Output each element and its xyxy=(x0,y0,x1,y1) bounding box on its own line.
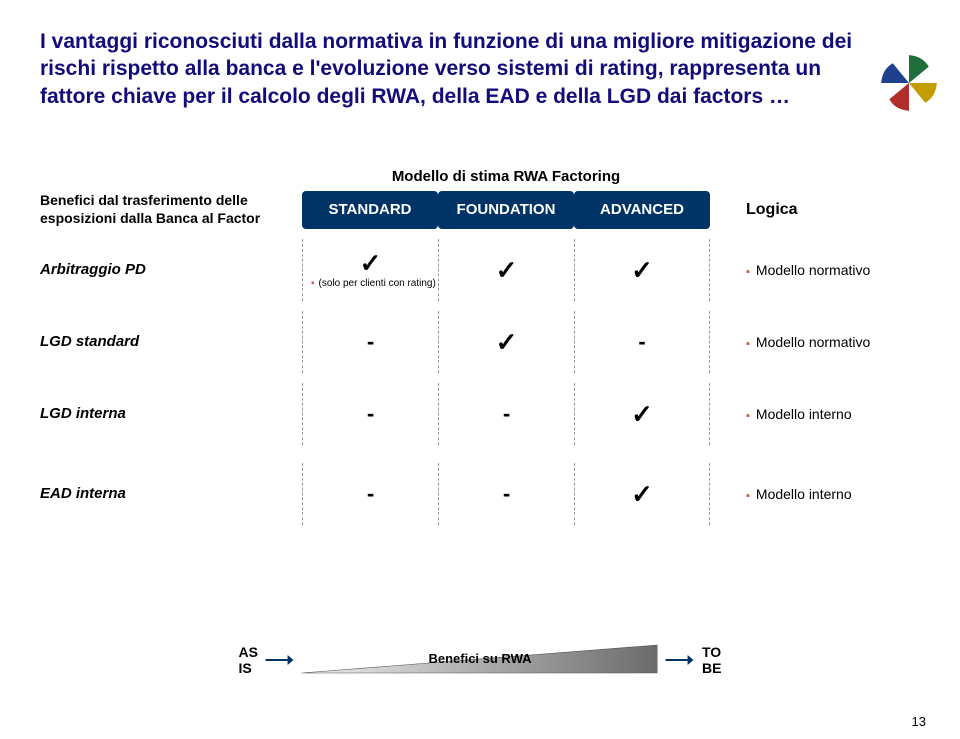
dash-icon: - xyxy=(503,481,510,507)
col-advanced: ADVANCED xyxy=(574,191,710,229)
check-icon: ✓ xyxy=(631,257,653,283)
cell-r4-c1: - xyxy=(302,463,438,525)
cell-r4-c3: ✓ xyxy=(574,463,710,525)
cell-r2-c1: - xyxy=(302,311,438,373)
dash-icon: - xyxy=(503,401,510,427)
row-name: LGD interna xyxy=(40,405,126,422)
benefici-rwa-label: Benefici su RWA xyxy=(428,651,531,666)
logo-blade-3 xyxy=(889,83,909,111)
check-icon: ✓ xyxy=(631,481,653,507)
cell-r1-c2: ✓ xyxy=(438,239,574,301)
logic-text: ▪Modello interno xyxy=(746,406,852,422)
cell-r1-c1: ✓ ▪(solo per clienti con rating) xyxy=(302,239,438,301)
arrow-right-icon xyxy=(266,650,294,671)
cell-r3-c3: ✓ xyxy=(574,383,710,445)
logo-blade-4 xyxy=(881,63,909,83)
row-name: EAD interna xyxy=(40,485,126,502)
check-icon: ✓ xyxy=(496,257,518,283)
row-name: LGD standard xyxy=(40,333,139,350)
gradient-triangle: Benefici su RWA xyxy=(302,643,658,677)
cell-r1-c3: ✓ xyxy=(574,239,710,301)
to-be-label: TO BE xyxy=(702,644,721,676)
benefici-label: Benefici dal trasferimento delle esposiz… xyxy=(40,192,302,227)
page-number: 13 xyxy=(912,714,926,729)
check-icon: ✓ xyxy=(631,401,653,427)
col-foundation: FOUNDATION xyxy=(438,191,574,229)
cell-r3-c2: - xyxy=(438,383,574,445)
row-name: Arbitraggio PD xyxy=(40,261,146,278)
as-is-label: AS IS xyxy=(239,644,258,676)
cell-r4-c2: - xyxy=(438,463,574,525)
check-icon: ✓ xyxy=(360,250,382,276)
table-row: EAD interna - - ✓ ▪Modello interno xyxy=(40,463,920,525)
dash-icon: - xyxy=(367,481,374,507)
comparison-table: Modello di stima RWA Factoring Benefici … xyxy=(40,168,920,525)
cell-r2-c2: ✓ xyxy=(438,311,574,373)
table-row: LGD interna - - ✓ ▪Modello interno xyxy=(40,383,920,445)
arrow-right-icon xyxy=(666,650,694,671)
logic-text: ▪Modello normativo xyxy=(746,262,870,278)
logic-text: ▪Modello normativo xyxy=(746,334,870,350)
col-standard: STANDARD xyxy=(302,191,438,229)
table-row: LGD standard - ✓ - ▪Modello normativo xyxy=(40,311,920,373)
logo-pinwheel xyxy=(880,54,938,112)
logo-blade-2 xyxy=(909,83,937,103)
dash-icon: - xyxy=(638,329,645,355)
page-title: I vantaggi riconosciuti dalla normativa … xyxy=(40,28,860,110)
dash-icon: - xyxy=(367,329,374,355)
check-icon: ✓ xyxy=(496,329,518,355)
model-header: Modello di stima RWA Factoring xyxy=(302,168,710,185)
footer-gradient-bar: AS IS Benefici su RWA TO BE xyxy=(239,643,722,677)
header-row: Benefici dal trasferimento delle esposiz… xyxy=(40,191,920,229)
table-row: Arbitraggio PD ✓ ▪(solo per clienti con … xyxy=(40,239,920,301)
dash-icon: - xyxy=(367,401,374,427)
cell-note: ▪(solo per clienti con rating) xyxy=(303,278,438,290)
cell-r3-c1: - xyxy=(302,383,438,445)
logo-blade-1 xyxy=(909,55,929,83)
cell-r2-c3: - xyxy=(574,311,710,373)
logic-text: ▪Modello interno xyxy=(746,486,852,502)
logica-header: Logica xyxy=(746,201,798,219)
